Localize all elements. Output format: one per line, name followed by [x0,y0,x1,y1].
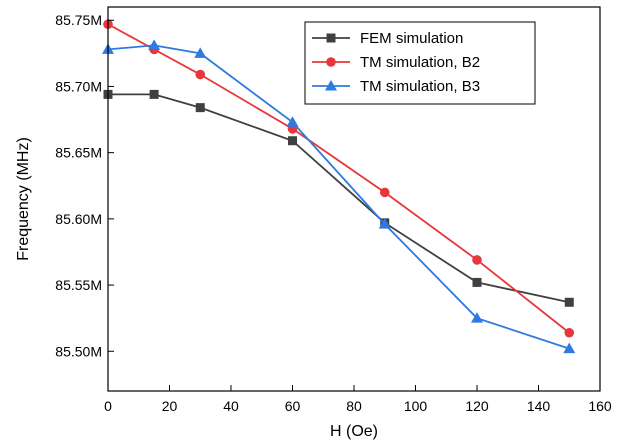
legend-entry: FEM simulation [312,30,463,47]
y-tick-label: 85.55M [55,277,102,293]
x-tick-label: 140 [527,398,551,414]
y-tick-label: 85.75M [55,12,102,28]
data-point [471,312,483,323]
legend-label: TM simulation, B2 [360,54,480,71]
data-point [379,187,390,198]
y-axis-title: Frequency (MHz) [15,137,32,261]
x-tick-label: 80 [346,398,362,414]
y-tick-label: 85.50M [55,343,102,359]
x-tick-label: 100 [404,398,428,414]
data-point [195,69,206,80]
data-point [286,116,299,127]
x-tick-label: 120 [465,398,489,414]
x-tick-label: 20 [162,398,178,414]
x-tick-label: 0 [104,398,112,414]
data-point [194,47,207,58]
data-point [148,39,161,50]
data-point [288,136,297,146]
legend-label: FEM simulation [360,30,463,47]
legend-marker [326,33,336,43]
data-point [472,277,482,287]
legend-marker [325,80,337,91]
legend: FEM simulation TM simulation, B2 TM simula… [304,21,536,105]
y-tick-label: 85.60M [55,211,102,227]
data-point [564,297,574,307]
data-point [195,103,205,113]
data-point [564,327,575,338]
legend-label: TM simulation, B3 [360,78,480,95]
legend-entry: TM simulation, B3 [312,78,480,95]
series-1 [103,89,574,307]
data-point [378,218,391,229]
y-tick-label: 85.65M [55,145,102,161]
series-line [108,93,570,304]
legend-box [304,21,536,105]
legend-entry: TM simulation, B2 [312,54,480,71]
data-point [149,89,159,99]
x-tick-label: 40 [223,398,239,414]
series-3 [102,39,576,354]
x-axis-title: H (Oe) [330,423,378,440]
x-tick-label: 160 [588,398,612,414]
data-point [563,342,576,354]
legend-marker [326,57,336,67]
x-tick-label: 60 [285,398,301,414]
y-tick-label: 85.70M [55,78,102,94]
data-point [472,255,482,265]
